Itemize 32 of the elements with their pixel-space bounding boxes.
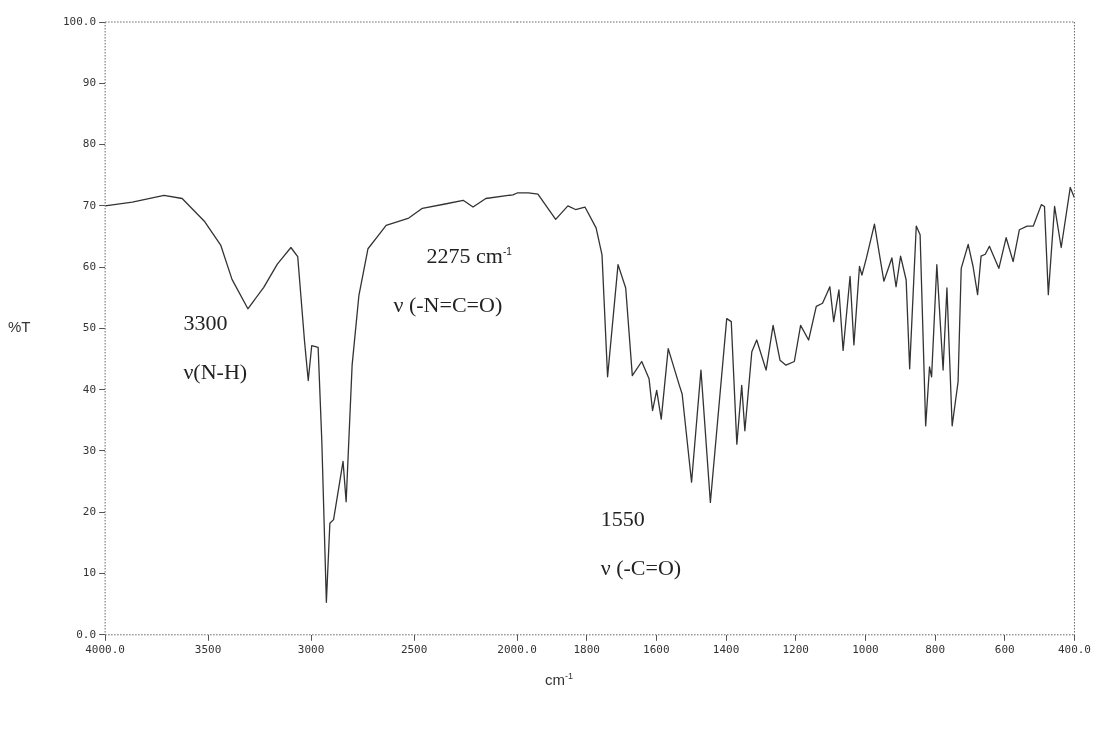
x-tick-label: 2000.0 [497, 643, 538, 657]
annotation: 3300 [183, 310, 228, 337]
y-tick-label: 20 [82, 505, 97, 519]
x-tick-label: 1800 [573, 643, 601, 657]
y-tick-label: 10 [82, 566, 97, 580]
x-tick-label: 1200 [782, 643, 810, 657]
y-tick-label: 100.0 [62, 14, 97, 28]
y-tick-label: 40 [82, 382, 97, 396]
x-tick-label: 1600 [643, 643, 670, 657]
y-tick-label: 80 [82, 137, 97, 151]
x-tick-label: 1400 [712, 643, 740, 657]
annotation: ν (-C=O) [600, 555, 682, 582]
x-tick-label: 1000 [852, 643, 879, 657]
y-tick-label: 60 [82, 259, 97, 273]
annotation: 1550 [600, 506, 645, 533]
x-tick-label: 2500 [400, 643, 428, 657]
x-tick-label: 600 [994, 643, 1015, 657]
y-tick-label: 70 [82, 198, 97, 212]
x-tick-label: 800 [925, 643, 946, 657]
x-axis-title: cm$^{-1}$ [545, 670, 574, 688]
x-tick-label: 4000.0 [85, 643, 125, 657]
x-tick-label: 3000 [297, 643, 325, 657]
y-tick-label: 90 [82, 76, 97, 90]
x-tick-label: 3500 [194, 643, 222, 657]
y-tick-label: 0.0 [76, 627, 97, 641]
y-axis-title: %T [8, 318, 31, 336]
annotation: 2275 cm$^{-1}$ [426, 242, 512, 269]
y-tick-label: 30 [82, 443, 97, 457]
y-tick-label: 50 [82, 321, 97, 335]
annotation: ν (-N=C=O) [393, 291, 503, 318]
annotation: ν(N-H) [183, 359, 248, 386]
x-tick-label: 400.0 [1058, 643, 1092, 657]
